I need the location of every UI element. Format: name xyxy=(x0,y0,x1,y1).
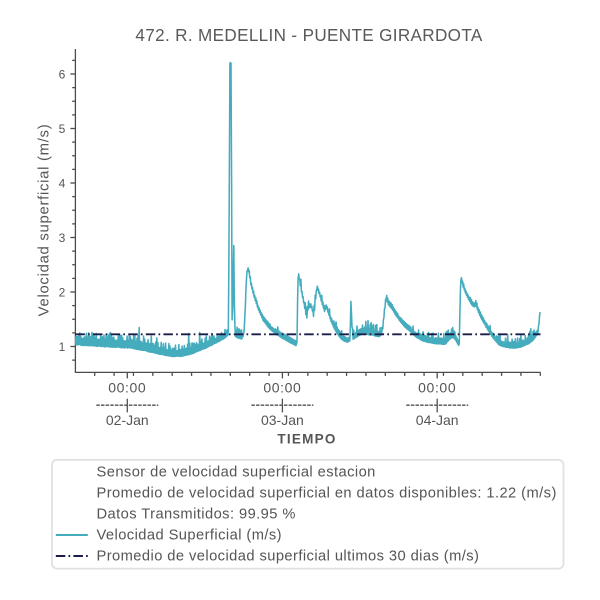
svg-text:3: 3 xyxy=(59,231,66,245)
svg-text:03-Jan: 03-Jan xyxy=(261,412,304,428)
svg-text:Velocidad Superficial (m/s): Velocidad Superficial (m/s) xyxy=(97,527,283,543)
svg-text:00:00: 00:00 xyxy=(263,380,301,396)
svg-text:472. R. MEDELLIN - PUENTE GIRA: 472. R. MEDELLIN - PUENTE GIRARDOTA xyxy=(135,26,482,45)
svg-text:6: 6 xyxy=(59,67,66,81)
svg-text:5: 5 xyxy=(59,122,66,136)
svg-text:TIEMPO: TIEMPO xyxy=(277,431,336,446)
svg-text:4: 4 xyxy=(59,176,66,190)
svg-text:Datos Transmitidos: 99.95 %: Datos Transmitidos: 99.95 % xyxy=(97,506,296,522)
svg-text:02-Jan: 02-Jan xyxy=(106,412,149,428)
svg-text:Velocidad superficial (m/s): Velocidad superficial (m/s) xyxy=(37,124,53,317)
svg-text:1: 1 xyxy=(59,340,66,354)
svg-text:Sensor de velocidad superficia: Sensor de velocidad superficial estacion xyxy=(97,464,376,480)
svg-text:04-Jan: 04-Jan xyxy=(416,412,459,428)
svg-text:00:00: 00:00 xyxy=(418,380,456,396)
svg-text:00:00: 00:00 xyxy=(108,380,146,396)
svg-text:Promedio de velocidad superfic: Promedio de velocidad superficial ultimo… xyxy=(97,548,480,564)
svg-text:Promedio de velocidad superfic: Promedio de velocidad superficial en dat… xyxy=(97,485,557,501)
svg-text:2: 2 xyxy=(59,285,66,299)
